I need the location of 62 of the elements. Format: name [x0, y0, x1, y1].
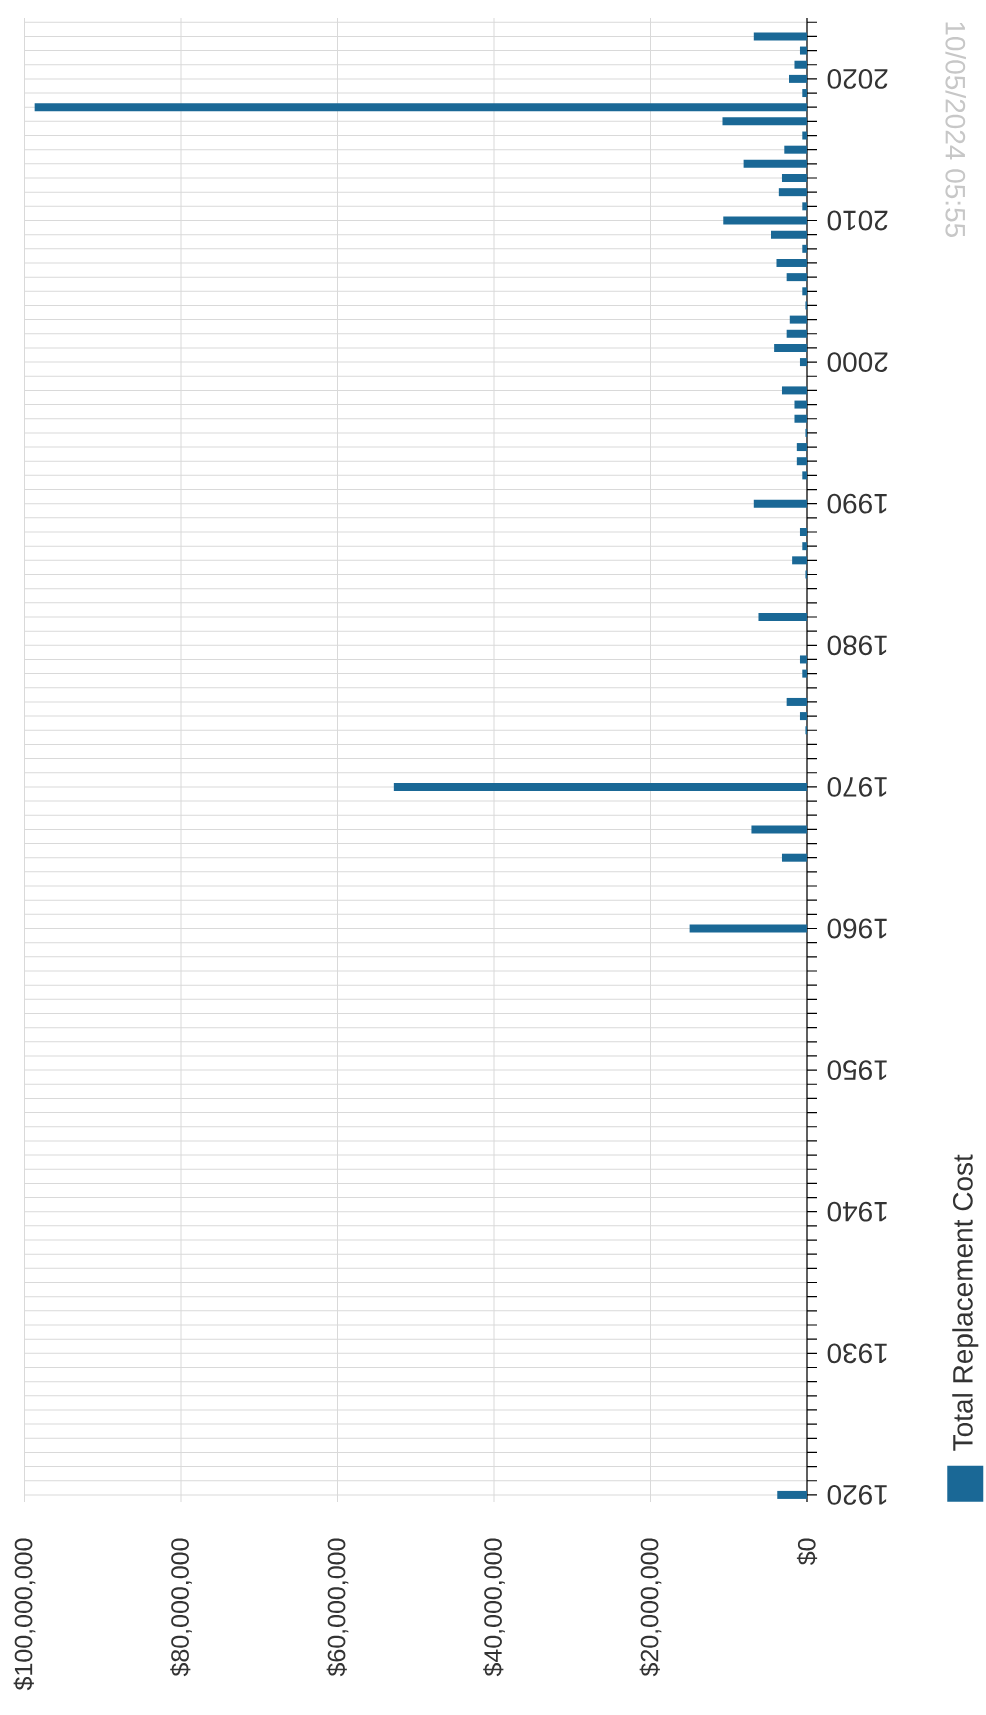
y-tick-label: 1980: [827, 635, 887, 656]
bar: [794, 414, 807, 423]
text: 10/05/2024 05:55: [945, 22, 966, 238]
x-tick-label: $20,000,000: [639, 1538, 662, 1677]
bar: [786, 329, 807, 338]
y-tick-label: 1930: [827, 1343, 887, 1364]
bar: [796, 457, 807, 466]
bar: [802, 471, 807, 480]
bar: [753, 499, 807, 508]
bar: [753, 32, 807, 41]
bar: [799, 712, 807, 721]
bar: [802, 287, 807, 296]
bar: [802, 244, 807, 253]
bar: [802, 202, 807, 211]
bar: [723, 216, 807, 225]
bar: [774, 343, 807, 352]
bar: [792, 556, 807, 565]
bar: [794, 60, 807, 69]
bar: [802, 542, 807, 551]
bar: [794, 400, 807, 409]
bar: [758, 612, 807, 621]
y-tick-label: 1970: [827, 777, 887, 797]
bar: [778, 188, 807, 197]
bar: [799, 528, 807, 537]
bar: [802, 131, 807, 140]
x-tick-label: $40,000,000: [483, 1538, 505, 1677]
bar: [786, 697, 807, 706]
x-tick-label: $80,000,000: [170, 1538, 192, 1677]
bar: [796, 443, 807, 452]
x-tick-label: $60,000,000: [326, 1538, 349, 1677]
bar: [722, 117, 807, 126]
x-tick-label: $100,000,000: [13, 1538, 36, 1691]
y-tick-label: 2000: [827, 352, 888, 372]
bar: [786, 273, 807, 282]
bar: [743, 159, 807, 168]
y-tick-label: 2020: [827, 68, 888, 89]
x-tick-label: $0: [796, 1538, 818, 1566]
bar: [771, 230, 807, 239]
bar: [789, 315, 807, 324]
y-tick-label: 1920: [827, 1485, 887, 1505]
bar: [689, 924, 807, 933]
bar: [781, 853, 807, 862]
bar: [789, 74, 807, 83]
bar: [799, 358, 807, 367]
y-tick-label: 2010: [827, 210, 888, 231]
y-tick-label: 1990: [827, 493, 887, 514]
bar: [781, 386, 807, 395]
text: Total Replacement Cost: [952, 1154, 979, 1451]
bar: [781, 174, 807, 183]
y-tick-label: 1940: [827, 1201, 887, 1222]
bar: [802, 89, 807, 98]
y-tick-label: 1950: [827, 1060, 887, 1081]
bar: [751, 825, 807, 834]
bar: [784, 145, 807, 154]
bar: [393, 782, 807, 791]
bar: [776, 258, 807, 267]
bar: [802, 669, 807, 678]
bar: [799, 46, 807, 55]
bar: [777, 1490, 807, 1499]
bar: [799, 655, 807, 664]
bar: [34, 103, 807, 112]
y-tick-label: 1960: [827, 918, 887, 939]
